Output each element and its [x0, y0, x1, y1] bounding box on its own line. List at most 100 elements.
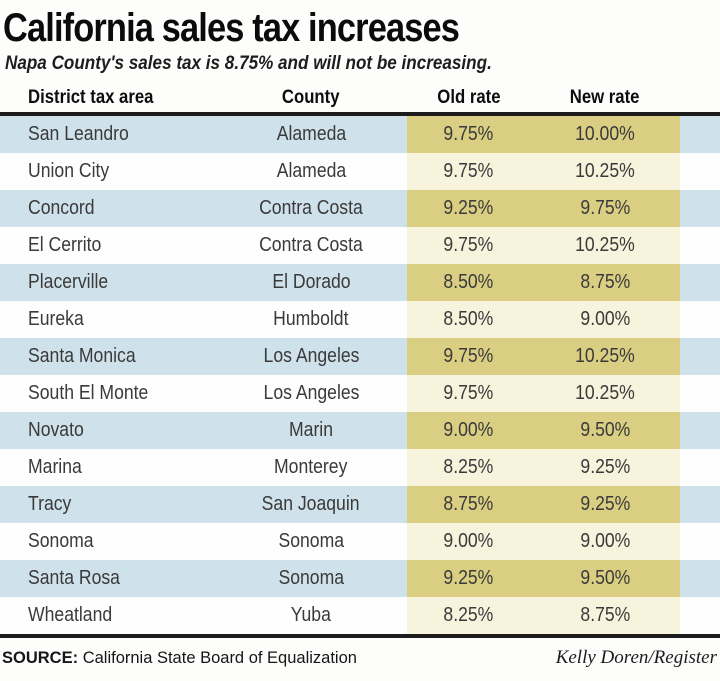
- cell-old-rate: 9.25%: [407, 560, 530, 597]
- table-row: Novato Marin 9.00% 9.50%: [0, 412, 720, 449]
- cell-county: Marin: [288, 419, 333, 441]
- source-line: SOURCE: California State Board of Equali…: [2, 649, 357, 668]
- cell-old-rate: 9.00%: [407, 412, 530, 449]
- table-row: Tracy San Joaquin 8.75% 9.25%: [0, 486, 720, 523]
- cell-district: Eureka: [28, 308, 84, 330]
- header-rule: [0, 112, 720, 116]
- cell-old-rate: 8.75%: [407, 486, 530, 523]
- cell-new-rate: 10.25%: [530, 375, 680, 412]
- table-header-row: District tax area County Old rate New ra…: [0, 83, 720, 112]
- column-header-district: District tax area: [28, 86, 154, 108]
- table-row: Concord Contra Costa 9.25% 9.75%: [0, 190, 720, 227]
- tax-table: District tax area County Old rate New ra…: [0, 83, 720, 638]
- cell-county: Sonoma: [278, 567, 344, 589]
- row-spacer: [680, 264, 720, 301]
- cell-new-rate: 8.75%: [530, 597, 680, 634]
- cell-district: South El Monte: [28, 382, 149, 404]
- cell-old-rate: 9.75%: [407, 338, 530, 375]
- row-spacer: [680, 412, 720, 449]
- cell-county: Alameda: [276, 123, 346, 145]
- cell-old-rate: 9.75%: [407, 153, 530, 190]
- cell-county: San Joaquin: [262, 493, 360, 515]
- cell-old-rate: 9.75%: [407, 375, 530, 412]
- row-spacer: [680, 227, 720, 264]
- source-label: SOURCE:: [2, 649, 79, 667]
- cell-county: Yuba: [290, 604, 332, 626]
- cell-new-rate: 9.25%: [530, 449, 680, 486]
- cell-county: Humboldt: [273, 308, 349, 330]
- table-row: South El Monte Los Angeles 9.75% 10.25%: [0, 375, 720, 412]
- column-header-old-rate: Old rate: [436, 86, 501, 108]
- cell-district: Concord: [28, 197, 95, 219]
- cell-county: Contra Costa: [259, 234, 363, 256]
- table-row: Union City Alameda 9.75% 10.25%: [0, 153, 720, 190]
- table-row: Marina Monterey 8.25% 9.25%: [0, 449, 720, 486]
- cell-district: Marina: [28, 456, 82, 478]
- cell-old-rate: 8.25%: [407, 597, 530, 634]
- cell-old-rate: 9.00%: [407, 523, 530, 560]
- cell-county: Los Angeles: [263, 382, 359, 404]
- cell-county: Contra Costa: [259, 197, 363, 219]
- cell-old-rate: 9.25%: [407, 190, 530, 227]
- cell-new-rate: 9.50%: [530, 560, 680, 597]
- cell-new-rate: 9.50%: [530, 412, 680, 449]
- cell-old-rate: 9.75%: [407, 227, 530, 264]
- row-spacer: [680, 375, 720, 412]
- cell-district: Tracy: [28, 493, 72, 515]
- cell-old-rate: 8.25%: [407, 449, 530, 486]
- table-row: San Leandro Alameda 9.75% 10.00%: [0, 116, 720, 153]
- cell-district: Santa Rosa: [28, 567, 120, 589]
- cell-old-rate: 9.75%: [407, 116, 530, 153]
- cell-county: Alameda: [276, 160, 346, 182]
- cell-county: Sonoma: [278, 530, 344, 552]
- cell-district: Union City: [28, 160, 110, 182]
- column-header-county: County: [282, 86, 340, 108]
- source-text: California State Board of Equalization: [82, 649, 357, 667]
- cell-new-rate: 9.00%: [530, 523, 680, 560]
- cell-district: Placerville: [28, 271, 109, 293]
- cell-new-rate: 10.25%: [530, 227, 680, 264]
- page-title: California sales tax increases: [3, 6, 460, 50]
- cell-county: Monterey: [274, 456, 348, 478]
- column-header-new-rate: New rate: [570, 86, 640, 108]
- row-spacer: [680, 560, 720, 597]
- table-row: Santa Monica Los Angeles 9.75% 10.25%: [0, 338, 720, 375]
- table-body: San Leandro Alameda 9.75% 10.00% Union City A…: [0, 116, 720, 634]
- row-spacer: [680, 449, 720, 486]
- cell-new-rate: 10.25%: [530, 338, 680, 375]
- table-row: El Cerrito Contra Costa 9.75% 10.25%: [0, 227, 720, 264]
- row-spacer: [680, 338, 720, 375]
- row-spacer: [680, 486, 720, 523]
- byline-credit: Kelly Doren/Register: [555, 647, 717, 668]
- row-spacer: [680, 116, 720, 153]
- cell-district: Wheatland: [28, 604, 113, 626]
- cell-new-rate: 10.25%: [530, 153, 680, 190]
- row-spacer: [680, 597, 720, 634]
- cell-district: San Leandro: [28, 123, 129, 145]
- bottom-rule: [0, 634, 720, 638]
- row-spacer: [680, 153, 720, 190]
- table-row: Santa Rosa Sonoma 9.25% 9.50%: [0, 560, 720, 597]
- cell-old-rate: 8.50%: [407, 301, 530, 338]
- row-spacer: [680, 301, 720, 338]
- cell-district: Novato: [28, 419, 84, 441]
- cell-district: Santa Monica: [28, 345, 136, 367]
- table-row: Placerville El Dorado 8.50% 8.75%: [0, 264, 720, 301]
- footer: SOURCE: California State Board of Equali…: [0, 638, 720, 669]
- table-row: Eureka Humboldt 8.50% 9.00%: [0, 301, 720, 338]
- cell-new-rate: 9.00%: [530, 301, 680, 338]
- cell-county: El Dorado: [271, 271, 351, 293]
- header-spacer: [680, 83, 720, 112]
- subtitle: Napa County's sales tax is 8.75% and wil…: [5, 53, 492, 74]
- row-spacer: [680, 523, 720, 560]
- table-row: Wheatland Yuba 8.25% 8.75%: [0, 597, 720, 634]
- cell-new-rate: 9.25%: [530, 486, 680, 523]
- cell-new-rate: 10.00%: [530, 116, 680, 153]
- cell-district: El Cerrito: [28, 234, 102, 256]
- table-row: Sonoma Sonoma 9.00% 9.00%: [0, 523, 720, 560]
- cell-old-rate: 8.50%: [407, 264, 530, 301]
- cell-district: Sonoma: [28, 530, 94, 552]
- cell-new-rate: 8.75%: [530, 264, 680, 301]
- cell-county: Los Angeles: [263, 345, 359, 367]
